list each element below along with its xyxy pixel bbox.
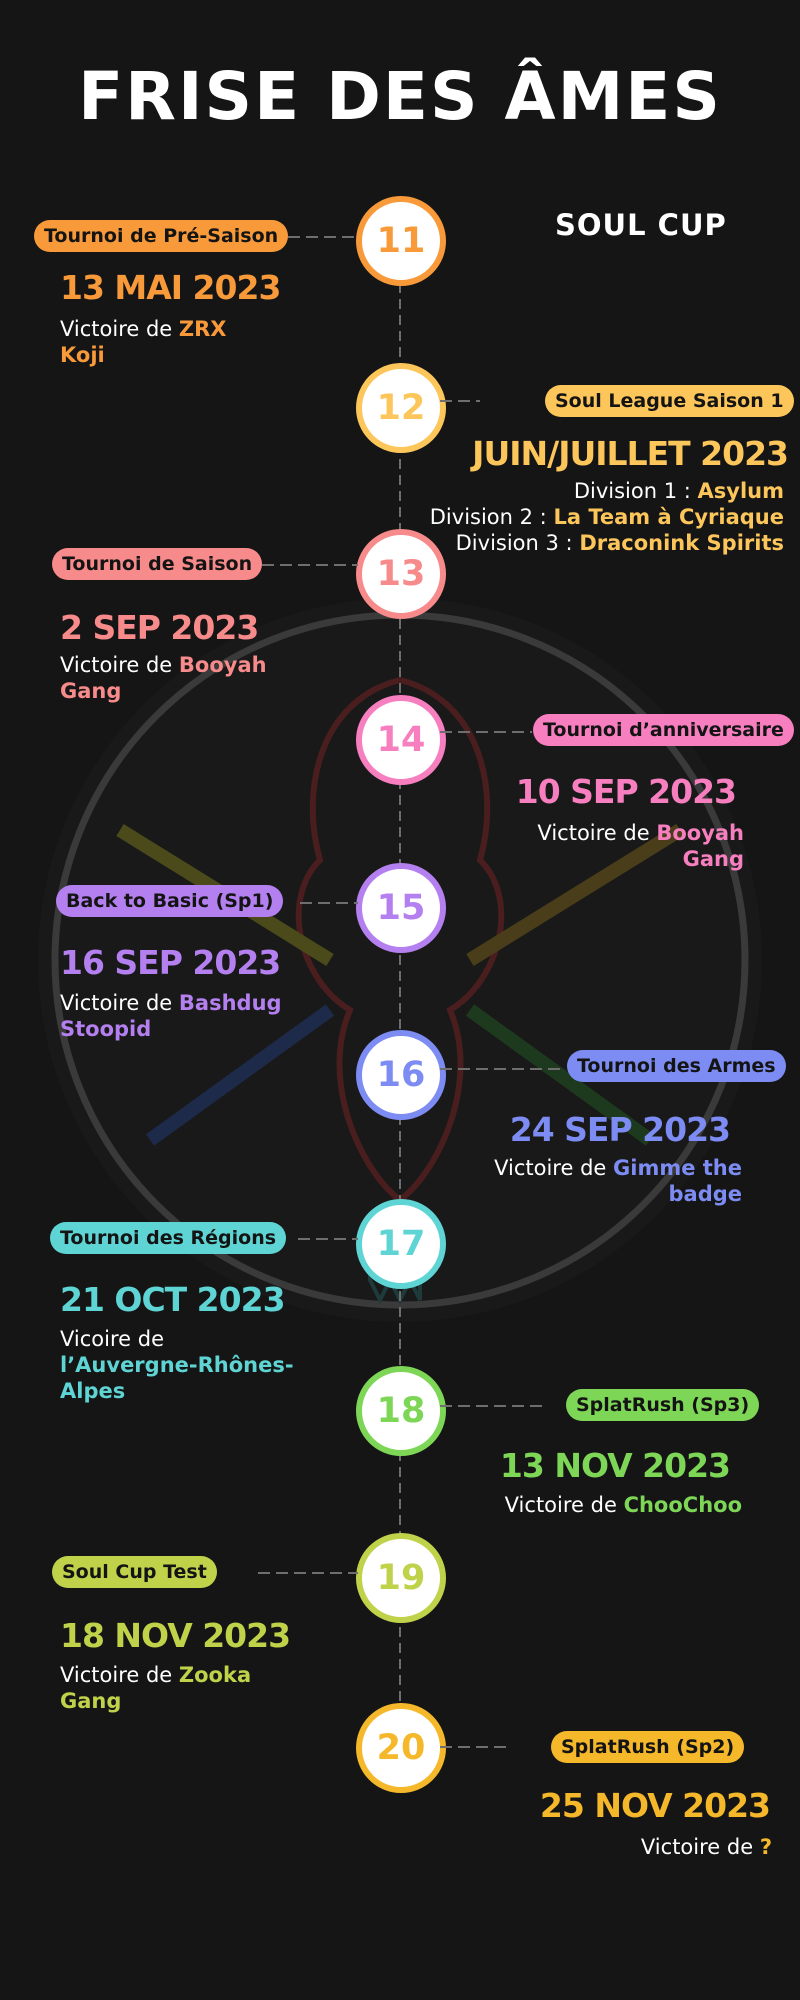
- event-badge: Soul Cup Test: [52, 1556, 217, 1588]
- event-badge: SplatRush (Sp3): [566, 1389, 760, 1421]
- timeline-axis: [399, 235, 401, 1745]
- event-badge: Tournoi des Régions: [50, 1222, 287, 1254]
- division-2-result: Division 2 : La Team à Cyriaque: [384, 504, 784, 530]
- timeline-node-11: 11: [356, 196, 446, 286]
- event-date: 10 SEP 2023: [515, 772, 737, 811]
- event-winner: Vicoire de l’Auvergne-Rhônes-Alpes: [60, 1326, 300, 1404]
- event-date: 13 MAI 2023: [60, 268, 281, 307]
- page-subtitle: SOUL CUP: [555, 208, 727, 242]
- connector: [262, 564, 358, 566]
- connector: [440, 731, 532, 733]
- winner-prefix: Victoire de: [60, 653, 173, 677]
- division-1-result: Division 1 : Asylum: [384, 478, 784, 504]
- winner-name: Booyah Gang: [60, 653, 267, 703]
- event-badge: Tournoi de Saison: [52, 548, 263, 580]
- winner-prefix: Victoire de: [60, 317, 173, 341]
- event-winner: Victoire de Zooka Gang: [60, 1662, 280, 1714]
- connector: [440, 400, 480, 402]
- division-3-result: Division 3 : Draconink Spirits: [384, 530, 784, 556]
- winner-name: Bashdug Stoopid: [60, 991, 282, 1041]
- timeline-node-19: 19: [356, 1533, 446, 1623]
- event-winner: Victoire de Booyah Gang: [494, 820, 744, 872]
- timeline-node-20: 20: [356, 1703, 446, 1793]
- winner-name: Zooka Gang: [60, 1663, 252, 1713]
- winner-name: Booyah Gang: [656, 821, 744, 871]
- event-winner: Victoire de Bashdug Stoopid: [60, 990, 300, 1042]
- winner-prefix: Victoire de: [60, 991, 173, 1015]
- connector: [440, 1746, 506, 1748]
- winner-prefix: Victoire de: [504, 1493, 617, 1517]
- division-results: Division 1 : Asylum Division 2 : La Team…: [384, 478, 784, 556]
- connector: [258, 1572, 358, 1574]
- connector: [288, 236, 358, 238]
- event-winner: Victoire de ChooChoo: [462, 1492, 742, 1518]
- event-date: JUIN/JUILLET 2023: [472, 434, 789, 473]
- connector: [440, 1068, 564, 1070]
- division-team: La Team à Cyriaque: [553, 505, 784, 529]
- event-date: 16 SEP 2023: [60, 943, 281, 982]
- winner-name: l’Auvergne-Rhônes-Alpes: [60, 1353, 294, 1403]
- event-date: 2 SEP 2023: [60, 608, 259, 647]
- division-label: Division 1 :: [573, 479, 691, 503]
- timeline-node-15: 15: [356, 863, 446, 953]
- event-date: 25 NOV 2023: [539, 1786, 771, 1825]
- division-label: Division 3 :: [455, 531, 573, 555]
- event-badge: SplatRush (Sp2): [551, 1731, 745, 1763]
- winner-name: Gimme the badge: [613, 1156, 742, 1206]
- connector: [440, 1405, 544, 1407]
- connector: [300, 902, 358, 904]
- division-team: Asylum: [697, 479, 784, 503]
- event-winner: Victoire de Gimme the badge: [462, 1155, 742, 1207]
- winner-prefix: Victoire de: [640, 1835, 754, 1859]
- winner-name: ChooChoo: [623, 1493, 742, 1517]
- winner-prefix: Victoire de: [60, 1663, 173, 1687]
- winner-name: ?: [759, 1835, 772, 1859]
- event-date: 18 NOV 2023: [60, 1616, 291, 1655]
- page-title: FRISE DES ÂMES: [78, 58, 722, 135]
- event-badge: Back to Basic (Sp1): [56, 885, 284, 917]
- event-date: 21 OCT 2023: [60, 1280, 286, 1319]
- timeline-node-17: 17: [356, 1199, 446, 1289]
- event-date: 13 NOV 2023: [499, 1446, 731, 1485]
- division-label: Division 2 :: [429, 505, 547, 529]
- timeline-node-13: 13: [356, 529, 446, 619]
- winner-prefix: Victoire de: [537, 821, 650, 845]
- division-team: Draconink Spirits: [579, 531, 784, 555]
- event-badge: Tournoi d’anniversaire: [533, 714, 794, 746]
- event-winner: Victoire de Booyah Gang: [60, 652, 280, 704]
- event-winner: Victoire de ZRX Koji: [60, 316, 260, 368]
- event-badge: Tournoi de Pré-Saison: [34, 220, 289, 252]
- connector: [298, 1238, 358, 1240]
- winner-name: ZRX Koji: [60, 317, 227, 367]
- winner-prefix: Vicoire de: [60, 1327, 164, 1351]
- event-winner: Victoire de ?: [492, 1834, 772, 1860]
- timeline-node-16: 16: [356, 1030, 446, 1120]
- timeline-node-12: 12: [356, 363, 446, 453]
- timeline-node-18: 18: [356, 1366, 446, 1456]
- event-badge: Soul League Saison 1: [545, 385, 794, 417]
- event-date: 24 SEP 2023: [509, 1110, 731, 1149]
- winner-prefix: Victoire de: [494, 1156, 607, 1180]
- timeline-node-14: 14: [356, 695, 446, 785]
- event-badge: Tournoi des Armes: [567, 1050, 786, 1082]
